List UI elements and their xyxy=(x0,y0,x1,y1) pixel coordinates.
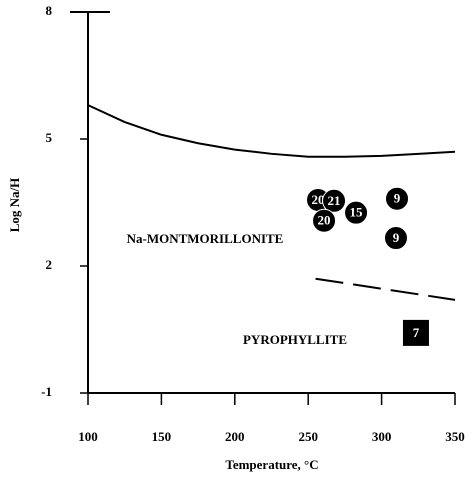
y-tick-label: 8 xyxy=(46,3,53,18)
region-label: Na-MONTMORILLONITE xyxy=(127,231,284,246)
point xyxy=(322,188,347,213)
x-tick-label: 100 xyxy=(78,429,98,444)
x-tick-label: 300 xyxy=(372,429,392,444)
point-label: 7 xyxy=(413,325,420,340)
point xyxy=(383,226,408,251)
point xyxy=(402,319,429,346)
point xyxy=(344,200,369,225)
point xyxy=(312,208,337,233)
point-label: 9 xyxy=(393,230,400,245)
y-axis-label: Log Na/H xyxy=(7,178,22,233)
point-label: 20 xyxy=(312,192,325,207)
point-label: 21 xyxy=(328,193,341,208)
region-label: PYROPHYLLITE xyxy=(243,332,347,347)
point xyxy=(385,186,410,211)
boundary-line xyxy=(315,277,456,301)
x-axis-label: Temperature, °C xyxy=(225,457,318,472)
y-tick-label: -1 xyxy=(41,384,52,399)
y-tick-label: 5 xyxy=(46,130,53,145)
x-tick-label: 200 xyxy=(225,429,245,444)
point-label: 20 xyxy=(318,213,331,228)
point-label: 15 xyxy=(350,205,364,220)
point-label: 9 xyxy=(394,191,401,206)
boundary-line xyxy=(87,104,456,158)
x-tick-label: 350 xyxy=(445,429,465,444)
x-tick-label: 250 xyxy=(298,429,318,444)
y-tick-label: 2 xyxy=(46,257,53,272)
x-tick-label: 150 xyxy=(152,429,172,444)
